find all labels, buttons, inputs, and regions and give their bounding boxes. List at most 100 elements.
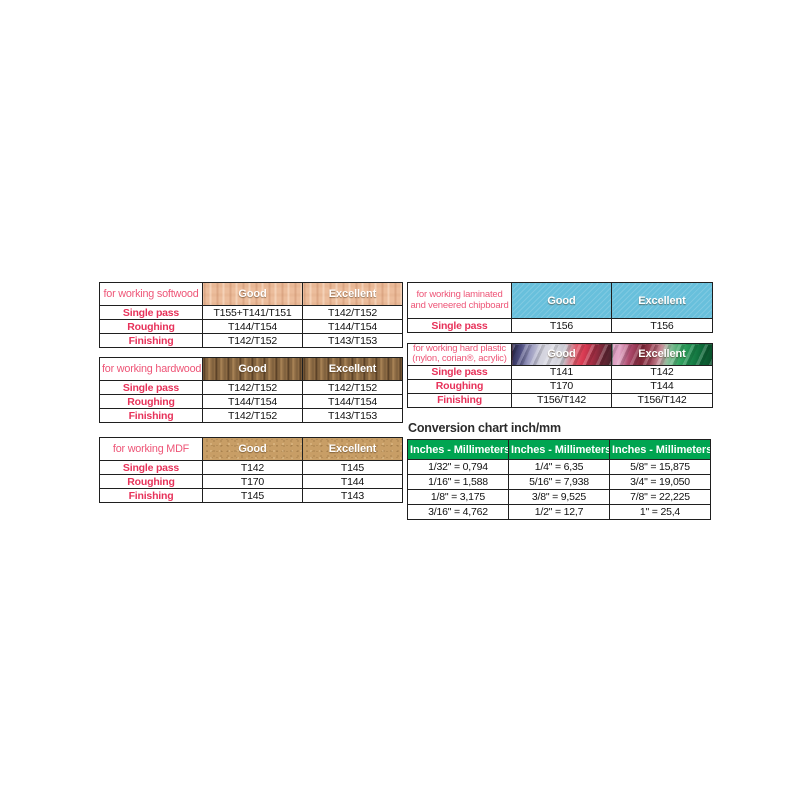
table-row: Finishing T156/T142 T156/T142 [407,392,713,408]
cell-excellent: T145 [302,460,403,475]
softwood-good-header: Good [202,282,303,306]
plastic-title-line2: (nylon, corian®, acrylic) [412,353,507,365]
table-row: 1/32" = 0,794 1/4" = 6,35 5/8" = 15,875 [407,459,711,475]
table-row: 3/16" = 4,762 1/2" = 12,7 1" = 25,4 [407,504,711,520]
table-row: Finishing T145 T143 [99,488,403,503]
conversion-cell: 3/4" = 19,050 [609,474,711,490]
conversion-cell: 3/8" = 9,525 [508,489,610,505]
chipboard-table: for working laminated and veneered chipb… [407,282,713,333]
row-label: Finishing [99,333,203,348]
cell-excellent: T144/T154 [302,394,403,409]
cell-good: T170 [511,378,612,394]
row-label: Single pass [407,364,512,380]
cell-excellent: T143/T153 [302,333,403,348]
chipboard-header-row: for working laminated and veneered chipb… [407,282,713,319]
cell-good: T141 [511,364,612,380]
cell-excellent: T143 [302,488,403,503]
conversion-cell: 1/16" = 1,588 [407,474,509,490]
plastic-title-line1: for working hard plastic [413,343,506,354]
conversion-cell: 1/2" = 12,7 [508,504,610,520]
cell-excellent: T156/T142 [611,392,713,408]
table-row: 1/8" = 3,175 3/8" = 9,525 7/8" = 22,225 [407,489,711,505]
conversion-cell: 1/32" = 0,794 [407,459,509,475]
cell-good: T170 [202,474,303,489]
table-row: Roughing T170 T144 [407,378,713,394]
row-label: Single pass [99,305,203,320]
table-row: Roughing T170 T144 [99,474,403,489]
cell-excellent: T142/T152 [302,305,403,320]
row-label: Roughing [99,319,203,334]
hardwood-title: for working hardwood [99,357,203,381]
conversion-chart-title: Conversion chart inch/mm [408,421,561,435]
hardwood-table: for working hardwood Good Excellent Sing… [99,357,403,423]
table-row: Single pass T155+T141/T151 T142/T152 [99,305,403,320]
table-row: Single pass T156 T156 [407,318,713,333]
conversion-header-col1: Inches - Millimeters [508,439,610,460]
table-row: Single pass T142/T152 T142/T152 [99,380,403,395]
plastic-excellent-header: Excellent [611,343,713,366]
plastic-header-row: for working hard plastic (nylon, corian®… [407,343,713,366]
cell-good: T142/T152 [202,408,303,423]
hardwood-excellent-header: Excellent [302,357,403,381]
cell-excellent: T156 [611,318,713,333]
conversion-cell: 5/16" = 7,938 [508,474,610,490]
cell-good: T145 [202,488,303,503]
row-label: Single pass [99,380,203,395]
table-row: 1/16" = 1,588 5/16" = 7,938 3/4" = 19,05… [407,474,711,490]
table-row: Single pass T142 T145 [99,460,403,475]
row-label: Roughing [99,474,203,489]
cell-excellent: T143/T153 [302,408,403,423]
conversion-cell: 1/8" = 3,175 [407,489,509,505]
mdf-table: for working MDF Good Excellent Single pa… [99,437,403,503]
chipboard-excellent-header: Excellent [611,282,713,319]
row-label: Finishing [99,488,203,503]
mdf-header-row: for working MDF Good Excellent [99,437,403,461]
conversion-cell: 5/8" = 15,875 [609,459,711,475]
softwood-title: for working softwood [99,282,203,306]
plastic-title: for working hard plastic (nylon, corian®… [407,343,512,366]
softwood-header-row: for working softwood Good Excellent [99,282,403,306]
mdf-good-header: Good [202,437,303,461]
conversion-cell: 3/16" = 4,762 [407,504,509,520]
row-label: Roughing [99,394,203,409]
row-label: Single pass [99,460,203,475]
softwood-excellent-header: Excellent [302,282,403,306]
table-row: Roughing T144/T154 T144/T154 [99,319,403,334]
conversion-header-col2: Inches - Millimeters [609,439,711,460]
row-label: Finishing [99,408,203,423]
cell-excellent: T144 [302,474,403,489]
cell-good: T144/T154 [202,394,303,409]
conversion-header-col0: Inches - Millimeters [407,439,509,460]
softwood-table: for working softwood Good Excellent Sing… [99,282,403,348]
plastic-table: for working hard plastic (nylon, corian®… [407,343,713,408]
cell-good: T144/T154 [202,319,303,334]
mdf-excellent-header: Excellent [302,437,403,461]
row-label: Finishing [407,392,512,408]
conversion-cell: 1" = 25,4 [609,504,711,520]
cell-good: T142/T152 [202,333,303,348]
cell-excellent: T142 [611,364,713,380]
hardwood-good-header: Good [202,357,303,381]
conversion-table: Inches - Millimeters Inches - Millimeter… [407,439,711,520]
cell-good: T156/T142 [511,392,612,408]
mdf-title: for working MDF [99,437,203,461]
cell-excellent: T144 [611,378,713,394]
table-row: Roughing T144/T154 T144/T154 [99,394,403,409]
cell-excellent: T144/T154 [302,319,403,334]
conversion-header-row: Inches - Millimeters Inches - Millimeter… [407,439,711,460]
chipboard-title: for working laminated and veneered chipb… [407,282,512,319]
conversion-cell: 7/8" = 22,225 [609,489,711,505]
chipboard-good-header: Good [511,282,612,319]
table-row: Finishing T142/T152 T143/T153 [99,333,403,348]
cell-good: T155+T141/T151 [202,305,303,320]
row-label: Single pass [407,318,512,333]
cell-good: T156 [511,318,612,333]
hardwood-header-row: for working hardwood Good Excellent [99,357,403,381]
row-label: Roughing [407,378,512,394]
cell-good: T142 [202,460,303,475]
plastic-good-header: Good [511,343,612,366]
table-row: Finishing T142/T152 T143/T153 [99,408,403,423]
cell-good: T142/T152 [202,380,303,395]
table-row: Single pass T141 T142 [407,364,713,380]
